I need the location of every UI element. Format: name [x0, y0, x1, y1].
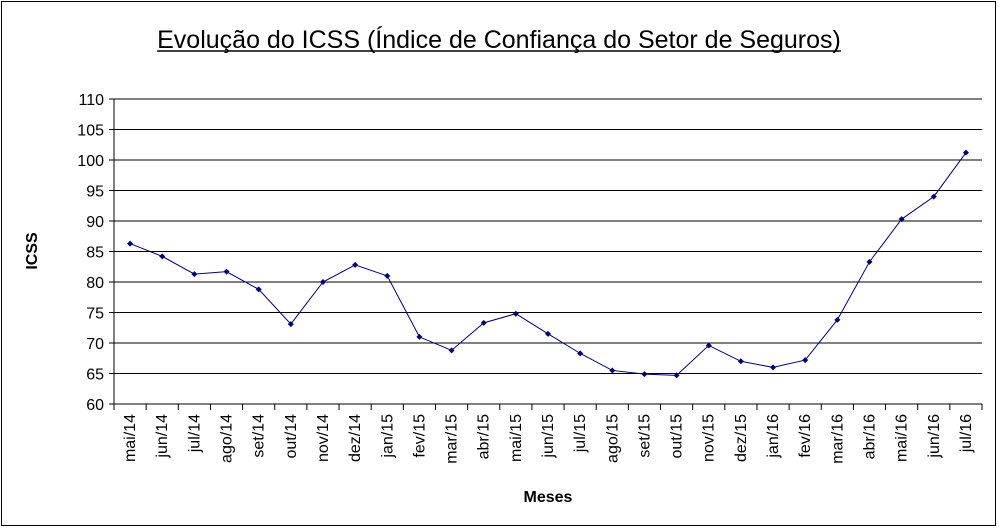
x-tick-label: abr/15 — [476, 414, 493, 459]
x-tick-label: mai/15 — [508, 414, 525, 462]
data-point — [319, 279, 326, 285]
chart-title: Evolução do ICSS (Índice de Confiança do… — [157, 25, 841, 54]
x-tick-label: jun/16 — [926, 414, 943, 459]
y-tick-label: 105 — [77, 123, 104, 140]
data-point — [384, 272, 391, 279]
x-tick-label: mai/16 — [894, 414, 911, 462]
x-tick-label: jul/14 — [186, 414, 203, 453]
x-tick-labels: mai/14 jun/14 jul/14 ago/14 set/14 out/14 nov/… — [122, 414, 975, 464]
x-tick-label: nov/15 — [701, 414, 718, 462]
y-axis-label: ICSS — [24, 232, 41, 270]
x-tick-label: fev/15 — [411, 414, 428, 458]
x-tick-label: ago/15 — [604, 414, 621, 463]
x-tick-label: out/14 — [283, 414, 300, 459]
y-tick-labels: 60 65 70 75 80 85 90 95 100 105 110 — [77, 92, 104, 414]
y-tick-label: 70 — [86, 336, 104, 353]
x-tick-label: nov/14 — [315, 414, 332, 462]
y-tick-label: 60 — [86, 397, 104, 414]
x-tick-label: ago/14 — [219, 414, 236, 463]
data-point — [223, 268, 230, 275]
x-tick-label: jun/15 — [540, 414, 557, 459]
data-point — [898, 216, 905, 223]
y-tick-label: 85 — [86, 245, 104, 262]
x-tick-label: fev/16 — [797, 414, 814, 458]
data-point — [512, 310, 519, 317]
x-tick-label: abr/16 — [861, 414, 878, 459]
data-point — [159, 253, 166, 260]
data-point — [641, 371, 648, 378]
data-point — [448, 347, 455, 354]
data-point — [416, 333, 423, 340]
data-point — [770, 364, 777, 371]
data-point — [705, 342, 712, 349]
x-tick-label: jan/16 — [765, 414, 782, 459]
x-tick-label: dez/15 — [733, 414, 750, 462]
x-tick-label: mai/14 — [122, 414, 139, 462]
data-point — [930, 193, 937, 200]
x-tick-label: mar/15 — [444, 414, 461, 464]
y-tick-label: 65 — [86, 367, 104, 384]
y-tick-label: 95 — [86, 184, 104, 201]
x-tick-label: mar/16 — [829, 414, 846, 464]
data-point — [127, 240, 134, 247]
x-tick-label: jan/15 — [379, 414, 396, 459]
y-tick-label: 100 — [77, 153, 104, 170]
y-tick-label: 75 — [86, 306, 104, 323]
x-tick-label: jul/16 — [958, 414, 975, 453]
x-tick-label: jul/15 — [572, 414, 589, 453]
y-tick-label: 80 — [86, 275, 104, 292]
gridlines — [114, 98, 982, 374]
data-point — [834, 316, 841, 323]
data-point — [545, 330, 551, 337]
data-point — [287, 321, 294, 328]
x-tick-label: jun/14 — [154, 414, 171, 459]
data-point — [866, 258, 873, 265]
data-point — [480, 319, 487, 326]
data-point — [962, 149, 969, 156]
x-tick-label: dez/14 — [347, 414, 364, 462]
data-point — [352, 261, 359, 268]
axes — [109, 98, 983, 410]
x-axis-label: Meses — [524, 489, 573, 506]
y-tick-label: 90 — [86, 214, 104, 231]
series — [127, 149, 969, 379]
data-point — [802, 357, 809, 364]
data-point — [673, 372, 680, 379]
x-tick-label: set/15 — [636, 414, 653, 458]
data-point — [577, 350, 584, 357]
y-tick-label: 110 — [78, 92, 104, 109]
data-point — [191, 271, 198, 278]
data-point — [609, 367, 616, 374]
x-tick-label: set/14 — [251, 414, 268, 458]
data-point — [737, 358, 744, 365]
x-tick-label: out/15 — [669, 414, 686, 459]
data-point — [255, 286, 262, 293]
